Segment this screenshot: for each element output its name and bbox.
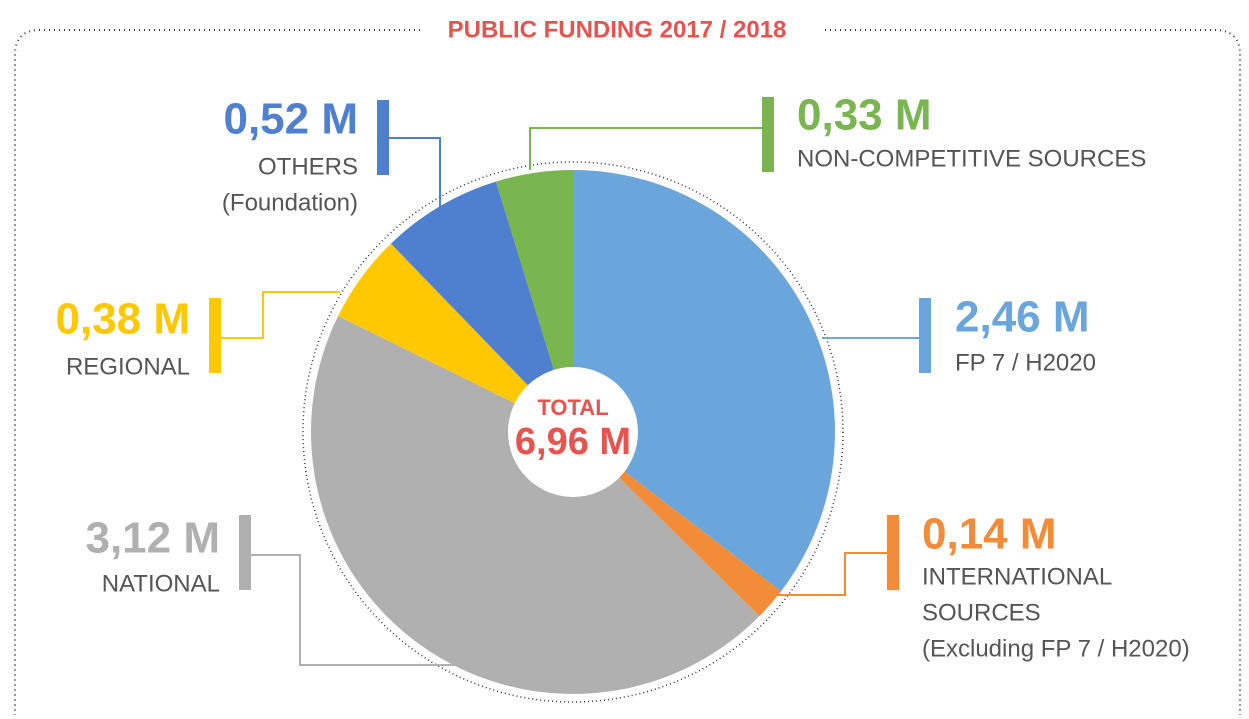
- value-label: 0,52 M: [223, 95, 358, 144]
- pie-slice: [311, 315, 760, 694]
- label-bar: [239, 515, 251, 590]
- category-label: (Excluding FP 7 / H2020): [922, 635, 1190, 662]
- leader-line: [215, 291, 340, 339]
- value-label: 0,33 M: [797, 91, 932, 140]
- leader-line: [529, 127, 768, 170]
- pie-slice: [573, 170, 835, 592]
- chart-title: PUBLIC FUNDING 2017 / 2018: [448, 16, 787, 43]
- pie-slice: [390, 181, 573, 432]
- category-label: FP 7 / H2020: [955, 349, 1096, 376]
- leader-line: [775, 552, 893, 596]
- pie-slice: [573, 432, 782, 617]
- value-label: 3,12 M: [85, 514, 220, 563]
- total-value: 6,96 M: [515, 421, 631, 463]
- total-title: TOTAL: [537, 395, 608, 420]
- label-bar: [762, 97, 774, 172]
- label-bar: [209, 298, 221, 373]
- value-label: 2,46 M: [955, 293, 1090, 342]
- pie-slice: [338, 243, 573, 432]
- category-label: NATIONAL: [102, 570, 220, 597]
- category-label: INTERNATIONAL: [922, 563, 1112, 590]
- label-bar: [377, 100, 389, 175]
- category-label: SOURCES: [922, 599, 1041, 626]
- category-label: REGIONAL: [66, 353, 190, 380]
- outer-ring: [302, 161, 844, 703]
- value-label: 0,14 M: [922, 510, 1057, 559]
- label-bar: [919, 298, 931, 373]
- leader-line: [245, 554, 460, 666]
- category-label: NON-COMPETITIVE SOURCES: [797, 145, 1146, 172]
- value-label: 0,38 M: [55, 295, 190, 344]
- center-disc: [508, 367, 638, 497]
- frame: [14, 29, 1241, 715]
- label-bar: [887, 515, 899, 590]
- pie-slice: [495, 170, 573, 432]
- leader-line: [383, 137, 441, 210]
- category-label: OTHERS: [258, 153, 358, 180]
- category-label: (Foundation): [222, 189, 358, 216]
